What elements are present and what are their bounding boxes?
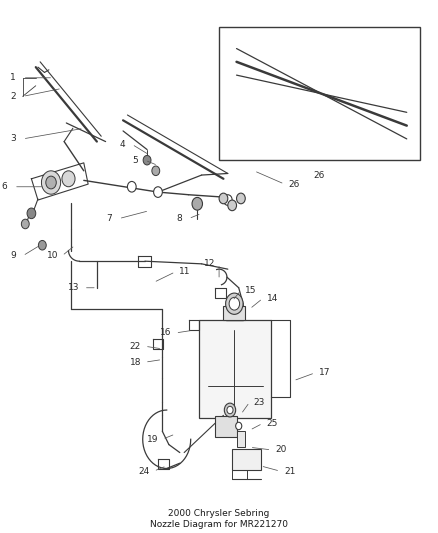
Text: 10: 10 xyxy=(46,252,58,260)
Circle shape xyxy=(39,240,46,250)
Text: 25: 25 xyxy=(267,419,278,428)
Circle shape xyxy=(229,297,240,310)
Circle shape xyxy=(27,208,36,219)
Text: 2000 Chrysler Sebring
Nozzle Diagram for MR221270: 2000 Chrysler Sebring Nozzle Diagram for… xyxy=(150,510,288,529)
Text: 7: 7 xyxy=(106,214,112,223)
Text: 4: 4 xyxy=(120,140,125,149)
Text: 15: 15 xyxy=(245,286,256,295)
Circle shape xyxy=(219,193,228,204)
Text: 20: 20 xyxy=(276,446,287,455)
Text: 1: 1 xyxy=(10,73,16,82)
Bar xyxy=(199,320,272,418)
Text: 11: 11 xyxy=(179,268,191,276)
Text: 14: 14 xyxy=(267,294,278,303)
Bar xyxy=(215,416,237,437)
Circle shape xyxy=(127,181,136,192)
Circle shape xyxy=(42,171,60,194)
Bar xyxy=(237,431,245,447)
Text: 6: 6 xyxy=(1,182,7,191)
Circle shape xyxy=(192,197,202,210)
Text: 9: 9 xyxy=(10,252,16,260)
Text: 13: 13 xyxy=(68,283,80,292)
Circle shape xyxy=(62,171,75,187)
Circle shape xyxy=(46,176,57,189)
Text: 24: 24 xyxy=(138,467,150,475)
Text: 22: 22 xyxy=(130,342,141,351)
Circle shape xyxy=(228,200,237,211)
Circle shape xyxy=(154,187,162,197)
Text: 26: 26 xyxy=(314,171,325,180)
Circle shape xyxy=(226,293,243,314)
Text: 16: 16 xyxy=(160,328,172,337)
Circle shape xyxy=(227,406,233,414)
Text: 12: 12 xyxy=(204,260,215,268)
Text: 2: 2 xyxy=(10,92,16,101)
Circle shape xyxy=(223,195,232,205)
Text: 21: 21 xyxy=(284,467,296,475)
Circle shape xyxy=(143,156,151,165)
Bar xyxy=(223,306,245,320)
Circle shape xyxy=(152,166,160,175)
Circle shape xyxy=(237,193,245,204)
Text: 23: 23 xyxy=(254,398,265,407)
Bar xyxy=(232,449,261,470)
Text: 8: 8 xyxy=(176,214,182,223)
Text: 19: 19 xyxy=(147,435,159,444)
Bar xyxy=(219,27,420,160)
Text: 3: 3 xyxy=(10,134,16,143)
Circle shape xyxy=(21,219,29,229)
Text: 17: 17 xyxy=(319,368,330,377)
Text: 26: 26 xyxy=(289,180,300,189)
Text: 5: 5 xyxy=(132,156,138,165)
Circle shape xyxy=(236,422,242,430)
Text: 18: 18 xyxy=(130,358,141,367)
Circle shape xyxy=(224,403,236,417)
